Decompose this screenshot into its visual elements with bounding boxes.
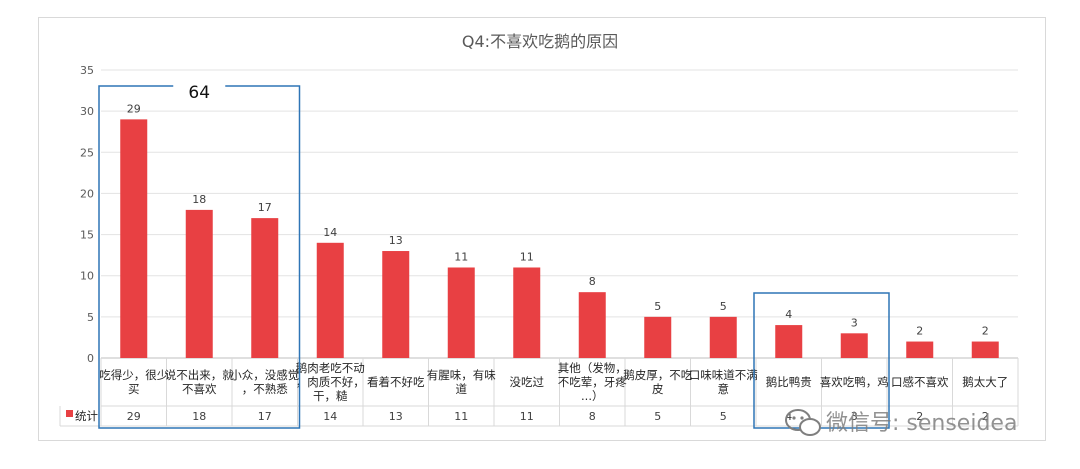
bar xyxy=(316,242,344,358)
data-label: 2 xyxy=(916,325,923,338)
y-tick-label: 0 xyxy=(87,352,94,365)
table-value: 29 xyxy=(127,410,141,423)
data-label: 5 xyxy=(654,300,661,313)
table-value: 8 xyxy=(589,410,596,423)
table-value: 17 xyxy=(258,410,272,423)
category-label: 鹅比鸭贵 xyxy=(766,375,812,389)
table-value: 13 xyxy=(389,410,403,423)
data-label: 3 xyxy=(851,316,858,329)
table-value: 14 xyxy=(323,410,337,423)
category-label: 说不出来，就不喜欢 xyxy=(165,368,234,396)
chart-title: Q4:不喜欢吃鹅的原因 xyxy=(462,32,618,51)
table-value: 5 xyxy=(720,410,727,423)
data-label: 18 xyxy=(192,193,206,206)
bars xyxy=(120,119,999,358)
category-label: 喜欢吃鸭，鸡 xyxy=(820,375,889,389)
y-axis: 0 5 10 15 20 25 30 35 xyxy=(80,64,94,365)
y-tick-label: 5 xyxy=(87,311,94,324)
annotations: 64 xyxy=(98,78,890,429)
table-value: 5 xyxy=(654,410,661,423)
category-label: 小众，没感觉，不熟悉 xyxy=(230,368,299,396)
y-tick-label: 25 xyxy=(80,146,94,159)
bar xyxy=(775,325,803,358)
watermark-text: 微信号: senseidea xyxy=(826,411,1017,436)
highlight-label: 64 xyxy=(188,83,210,103)
bar xyxy=(906,341,934,358)
data-label: 5 xyxy=(720,300,727,313)
table-value: 18 xyxy=(192,410,206,423)
bar xyxy=(971,341,999,358)
y-tick-label: 20 xyxy=(80,187,94,200)
y-tick-label: 35 xyxy=(80,64,94,77)
table-value: 2 xyxy=(982,410,989,423)
category-label: 口感不喜欢 xyxy=(891,375,949,389)
category-label: 鹅太大了 xyxy=(962,375,1008,389)
data-label: 17 xyxy=(258,201,272,214)
data-label: 11 xyxy=(520,250,534,263)
category-label: 鹅皮厚，不吃皮 xyxy=(623,368,692,396)
bar xyxy=(513,267,541,358)
data-label: 11 xyxy=(454,250,468,263)
y-tick-label: 10 xyxy=(80,270,94,283)
category-label: 没吃过 xyxy=(510,375,545,389)
category-label: 有腥味，有味道 xyxy=(427,368,496,396)
table-value: 11 xyxy=(520,410,534,423)
data-labels: 29 18 17 14 13 11 11 8 5 5 4 3 2 2 xyxy=(127,102,989,337)
legend-label: 统计 xyxy=(75,409,98,423)
gridlines xyxy=(101,69,1018,359)
data-label: 29 xyxy=(127,102,141,115)
bar xyxy=(447,267,475,358)
table-value: 2 xyxy=(916,410,923,423)
legend-swatch xyxy=(66,410,73,417)
data-label: 13 xyxy=(389,234,403,247)
category-label: 口味味道不满意 xyxy=(689,368,758,396)
data-label: 8 xyxy=(589,275,596,288)
wechat-icon xyxy=(785,409,821,436)
category-label: 其他（发物，不吃荤，牙疼...） xyxy=(558,361,627,403)
category-label: 吃得少，很少买 xyxy=(99,368,168,396)
table-value: 4 xyxy=(785,410,792,423)
bar xyxy=(644,316,672,358)
bar xyxy=(120,119,148,358)
bar xyxy=(251,218,279,358)
data-label: 2 xyxy=(982,325,989,338)
y-tick-label: 30 xyxy=(80,105,94,118)
y-tick-label: 15 xyxy=(80,229,94,242)
bar xyxy=(709,316,737,358)
category-label: 鹅肉老吃不动，肉质不好，干，糙 xyxy=(296,361,365,403)
bar xyxy=(578,292,606,358)
bar xyxy=(382,251,410,358)
table-value: 3 xyxy=(851,410,858,423)
data-label: 4 xyxy=(785,308,792,321)
table-value: 11 xyxy=(454,410,468,423)
watermark: 微信号: senseidea xyxy=(785,409,1017,436)
highlight-label-bg xyxy=(173,78,226,94)
bar xyxy=(840,333,868,358)
category-label: 看着不好吃 xyxy=(367,375,425,389)
bar xyxy=(185,209,213,358)
data-label: 14 xyxy=(323,226,337,239)
highlight-box xyxy=(753,292,890,429)
